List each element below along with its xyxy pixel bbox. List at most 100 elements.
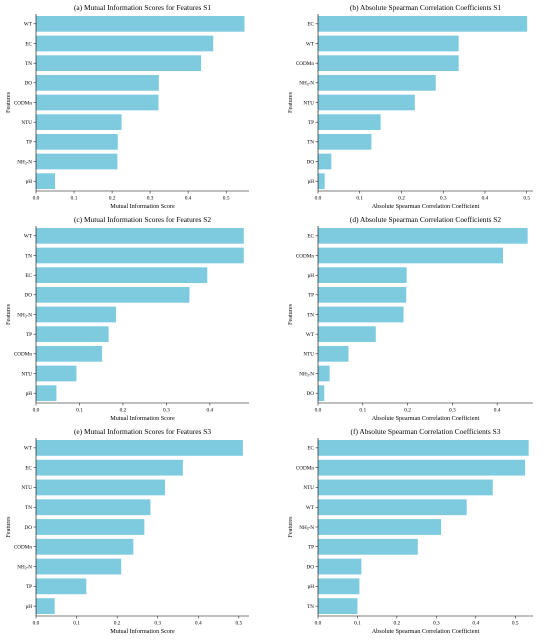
y-tick-label: TN <box>307 140 314 146</box>
bar-pH <box>318 173 325 190</box>
x-tick-label: 0.1 <box>354 621 361 627</box>
y-tick-label: TP <box>26 584 32 590</box>
y-tick-label: WT <box>306 505 315 511</box>
y-tick-label: EC <box>307 234 314 240</box>
y-tick-label: pH <box>26 604 33 610</box>
x-tick-label: 0.0 <box>315 621 322 627</box>
x-tick-label: 0.5 <box>512 621 519 627</box>
bar-EC <box>318 439 529 456</box>
bar-TN <box>318 598 358 615</box>
chart-panel-5: (e) Mutual Information Scores for Featur… <box>5 427 249 635</box>
x-tick-label: 0.3 <box>440 196 447 202</box>
bar-pH <box>36 385 57 402</box>
y-tick-label: NTU <box>303 485 314 491</box>
y-tick-label: TN <box>307 604 314 610</box>
y-tick-label: TP <box>308 120 314 126</box>
y-tick-label: NTU <box>303 352 314 358</box>
bar-DO <box>36 519 145 535</box>
y-axis-label: Features <box>287 516 294 538</box>
x-tick-label: 0.1 <box>71 196 78 202</box>
bar-EC <box>318 15 528 32</box>
x-tick-label: 0.4 <box>195 621 202 627</box>
bar-NTU <box>318 94 415 111</box>
y-tick-label: NH3-N <box>17 564 32 570</box>
bar-CODMn <box>36 345 103 362</box>
bar-NTU <box>36 479 166 496</box>
x-tick-label: 0.4 <box>207 408 214 414</box>
y-axis-label: Features <box>287 303 294 325</box>
bar-TP <box>318 538 418 555</box>
y-tick-label: CODMn <box>14 352 33 358</box>
x-tick-label: 0.3 <box>163 408 170 414</box>
x-axis-label: Absolute Spearman Correlation Coefficien… <box>372 628 480 635</box>
y-tick-label: NH3-N <box>299 81 314 87</box>
x-tick-label: 0.3 <box>154 621 161 627</box>
x-tick-label: 0.2 <box>114 621 121 627</box>
x-tick-label: 0.4 <box>185 196 192 202</box>
y-axis-label: Features <box>5 91 12 113</box>
bar-EC <box>36 35 214 52</box>
x-tick-label: 0.1 <box>356 196 363 202</box>
bar-DO <box>318 385 325 402</box>
x-axis-label: Mutual Information Score <box>110 203 175 210</box>
bar-NH3-N <box>36 558 122 575</box>
y-axis-label: Features <box>5 303 12 325</box>
y-tick-label: DO <box>307 564 315 570</box>
bar-DO <box>36 74 159 91</box>
x-tick-label: 0.5 <box>523 196 530 202</box>
x-tick-label: 0.2 <box>394 621 401 627</box>
y-tick-label: DO <box>307 391 315 397</box>
bar-TP <box>36 578 87 595</box>
chart-title: (b) Absolute Spearman Correlation Coeffi… <box>350 3 501 12</box>
bar-WT <box>36 439 243 456</box>
x-tick-label: 0.4 <box>482 196 489 202</box>
x-tick-label: 0.0 <box>33 408 40 414</box>
y-tick-label: TN <box>25 253 32 259</box>
y-tick-label: EC <box>25 41 32 47</box>
y-tick-label: DO <box>307 159 315 165</box>
y-tick-label: EC <box>307 446 314 452</box>
y-tick-label: WT <box>306 332 315 338</box>
x-tick-label: 0.4 <box>494 408 501 414</box>
y-tick-label: WT <box>306 41 315 47</box>
y-tick-label: TP <box>308 545 314 551</box>
bar-DO <box>318 153 332 170</box>
x-tick-label: 0.3 <box>147 196 154 202</box>
bar-pH <box>318 578 360 595</box>
x-axis-label: Mutual Information Score <box>110 628 175 635</box>
x-axis-label: Absolute Spearman Correlation Coefficien… <box>372 203 480 210</box>
y-tick-label: CODMn <box>296 465 315 471</box>
y-tick-label: WT <box>24 446 33 452</box>
bar-CODMn <box>36 538 134 555</box>
y-tick-label: NH3-N <box>17 312 32 318</box>
bar-EC <box>36 267 208 284</box>
y-tick-label: CODMn <box>296 61 315 67</box>
x-tick-label: 0.5 <box>223 196 230 202</box>
bar-NTU <box>36 365 77 382</box>
chart-title: (f) Absolute Spearman Correlation Coeffi… <box>351 427 501 436</box>
x-tick-label: 0.5 <box>235 621 242 627</box>
bar-NH3-N <box>318 365 330 382</box>
y-tick-label: DO <box>25 81 33 87</box>
bar-WT <box>36 227 244 244</box>
x-tick-label: 0.1 <box>359 408 366 414</box>
y-tick-label: pH <box>26 391 33 397</box>
bar-WT <box>36 15 245 32</box>
bar-CODMn <box>318 247 503 264</box>
bar-WT <box>318 326 376 343</box>
y-tick-label: NH3-N <box>299 371 314 377</box>
y-tick-label: DO <box>25 293 33 299</box>
bar-pH <box>36 598 55 615</box>
chart-title: (c) Mutual Information Scores for Featur… <box>74 215 211 224</box>
x-tick-label: 0.2 <box>404 408 411 414</box>
chart-panel-3: (c) Mutual Information Scores for Featur… <box>5 215 249 422</box>
x-axis-label: Absolute Spearman Correlation Coefficien… <box>372 415 480 422</box>
x-tick-label: 0.0 <box>315 408 322 414</box>
bar-TN <box>318 306 404 323</box>
bar-NTU <box>318 479 493 496</box>
x-tick-label: 0.1 <box>73 621 80 627</box>
y-tick-label: pH <box>308 179 315 185</box>
y-axis-label: Features <box>287 91 294 113</box>
x-tick-label: 0.2 <box>398 196 405 202</box>
